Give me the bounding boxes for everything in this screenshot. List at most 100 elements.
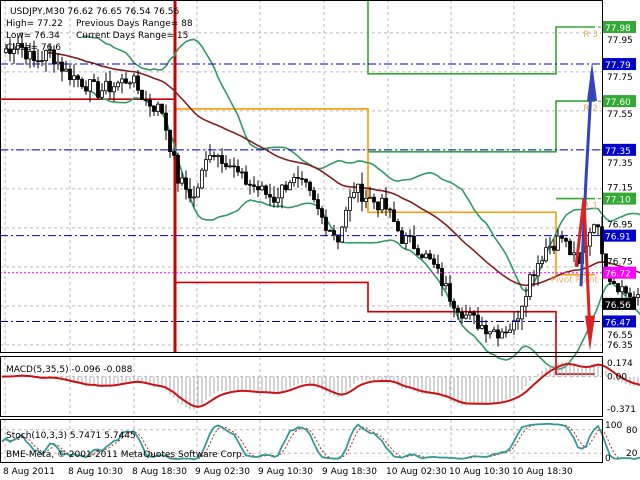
candle-body [420,254,424,259]
candle-body [528,274,532,297]
candle-body [384,197,388,210]
candle-body [336,234,340,243]
candle-body [204,159,208,171]
macd-tick: -0.371 [607,405,636,415]
candle-body [284,184,288,191]
candle-body [116,82,120,88]
candle-body [344,209,348,228]
candle-body [444,283,448,287]
macd-pane [0,356,603,417]
candle-body [64,68,68,72]
candle-body [256,186,260,191]
candle-body [372,196,376,203]
price-label: 77.98 [605,24,631,34]
candle-body [352,192,356,198]
candle-body [264,185,268,195]
price-tick: 76.95 [607,221,633,231]
price-tick: 76.35 [607,341,633,351]
high-text: High= 77.22 [6,19,63,29]
low-text: Low= 76.34 [6,31,60,41]
candle-body [480,325,484,329]
price-label-box [603,192,636,205]
candle-body [512,320,516,331]
candle-body [520,305,524,320]
candle-body [280,184,284,199]
stoch-label: Stoch(10,3,3) 5.7471 5.7445 [6,431,136,441]
arrowhead-down-icon [585,315,595,351]
candle-body [368,196,372,199]
candle-body [612,281,616,284]
stoch-signal-line [1,423,640,460]
candle-body [364,197,368,202]
r2-line [368,100,595,153]
candle-body [388,208,392,211]
candle-body [292,176,296,184]
candle-body [212,155,216,157]
candle-body [228,165,232,168]
candle-body [508,329,512,333]
candle-body [572,252,576,256]
r3-line [175,0,595,75]
close-text: Close= 76.6 [6,43,61,53]
time-label: 8 Aug 18:30 [132,467,187,477]
candle-body [316,199,320,209]
price-label-box [603,58,636,71]
time-label: 9 Aug 02:30 [195,467,250,477]
price-tick: 76.55 [607,331,633,341]
candle-body [568,240,572,256]
candle-body [300,177,304,180]
candle-body [40,60,44,62]
candle-body [628,292,632,298]
candle-body [108,80,112,93]
candle-body [48,49,52,52]
time-label: 10 Aug 18:30 [512,467,573,477]
candle-body [484,325,488,335]
candle-body [188,188,192,199]
symbol-ohlc: USDJPY,M30 76.62 76.65 76.54 76.56 [10,7,179,17]
level-name: R 1 [583,202,598,212]
candle-body [192,196,196,199]
candle-body [180,177,184,184]
price-label-box [603,143,636,156]
price-label: 77.35 [605,147,631,157]
candle-body [440,267,444,287]
moving-average [45,52,640,287]
candle-body [360,183,364,202]
bollinger-upper [81,34,640,293]
candle-body [80,78,84,88]
candle-body [392,209,396,223]
candle-body [200,169,204,189]
price-label: 77.10 [605,196,631,206]
candle-body [84,86,88,92]
candle-body [12,48,16,54]
candle-body [380,197,384,211]
price-label: 77.60 [605,98,631,108]
candle-body [168,129,172,152]
candle-body [140,89,144,100]
price-label: 76.56 [605,301,631,311]
candle-body [24,46,28,60]
price-label-box [603,229,636,242]
stoch-tick: 20 [626,449,638,459]
candle-body [72,75,76,81]
price-label: 76.47 [605,318,631,328]
candle-body [236,166,240,173]
time-label: 9 Aug 10:30 [258,467,313,477]
candle-body [472,312,476,316]
candle-body [196,187,200,198]
candle-body [548,245,552,249]
candle-body [428,253,432,260]
candle-body [556,235,560,251]
candle-body [396,221,400,232]
candle-body [452,300,456,309]
candle-body [400,230,404,244]
candle-body [552,245,556,251]
level-name: Pivot Point [551,276,599,286]
candle-body [276,197,280,203]
candle-body [588,232,592,247]
candle-body [32,50,36,62]
candle-body [224,163,228,168]
candle-body [564,237,568,242]
